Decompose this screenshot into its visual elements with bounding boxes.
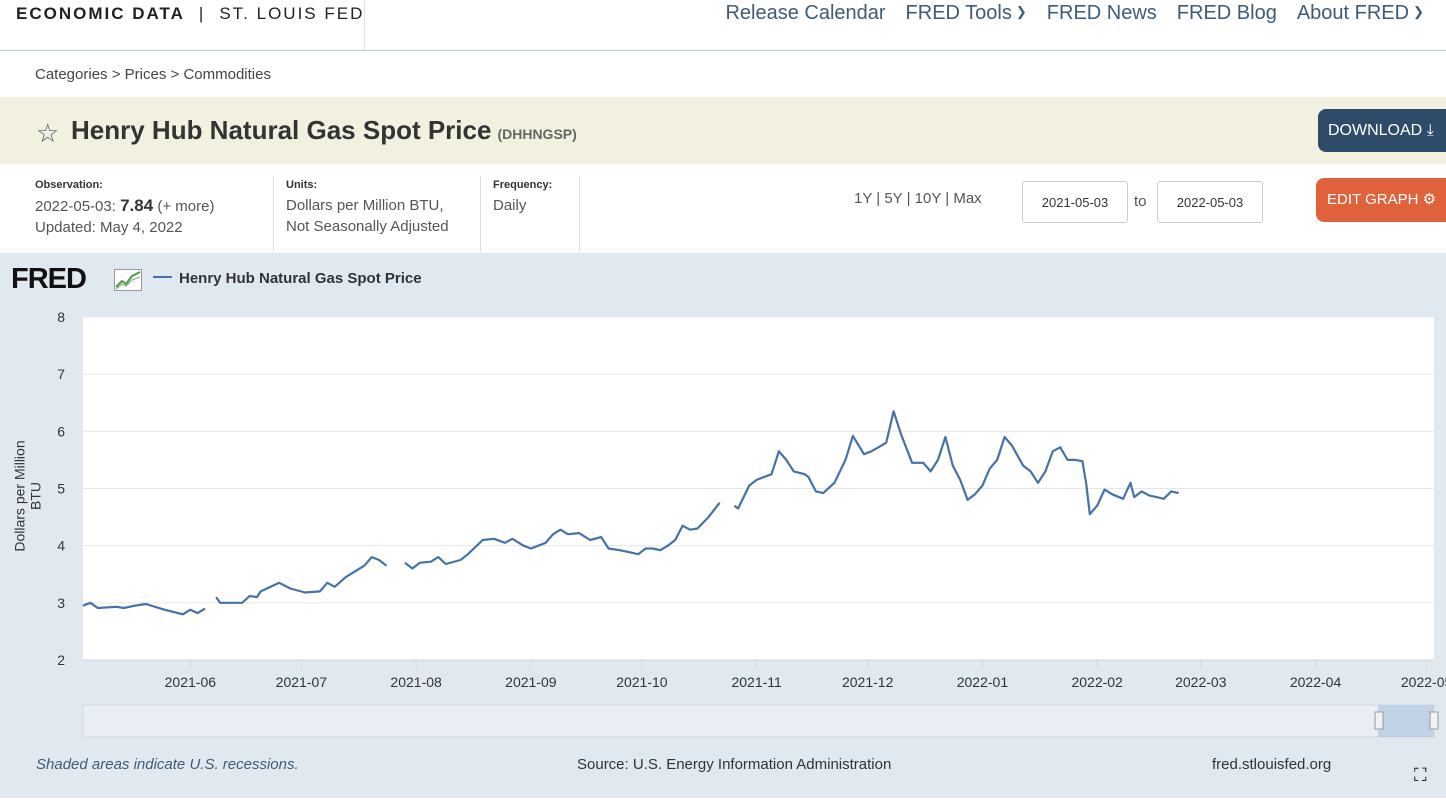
updated-date: Updated: May 4, 2022 (35, 219, 183, 236)
observation-value: 7.84 (120, 196, 154, 215)
gear-icon: ⚙ (1422, 191, 1437, 208)
y-tick-label: 7 (57, 366, 65, 382)
y-tick-label: 8 (57, 309, 65, 325)
observation-block: Observation: 2022-05-03: 7.84 (+ more) U… (35, 177, 214, 238)
nav-fred-tools[interactable]: FRED Tools ❯ (906, 2, 1027, 25)
breadcrumb: Categories > Prices > Commodities (35, 66, 271, 83)
range-separator: | (945, 190, 950, 207)
nav-fred-news[interactable]: FRED News (1046, 2, 1157, 24)
edit-graph-button[interactable]: EDIT GRAPH ⚙ (1316, 178, 1446, 222)
brand-economic-data: ECONOMIC DATA (16, 4, 185, 23)
to-label: to (1134, 193, 1147, 210)
download-icon: ⤓ (1426, 122, 1434, 139)
series-line-segment (215, 556, 388, 604)
x-tick-label: 2021-09 (505, 674, 557, 690)
breadcrumb-separator: > (111, 66, 121, 83)
download-label: DOWNLOAD (1328, 122, 1423, 139)
series-line-segment (82, 601, 206, 616)
units-label: Units: (286, 179, 318, 191)
frequency-label: Frequency: (493, 179, 553, 191)
range-10y[interactable]: 10Y (914, 190, 942, 207)
nav-fred-blog[interactable]: FRED Blog (1176, 2, 1277, 24)
y-tick-label: 3 (57, 595, 65, 611)
chevron-down-icon: ❯ (1015, 4, 1027, 19)
navigator-panel (82, 704, 1435, 738)
observation-label: Observation: (35, 179, 103, 191)
nav-release-calendar[interactable]: Release Calendar (725, 2, 886, 24)
y-tick-label: 6 (57, 423, 65, 439)
chevron-down-icon: ❯ (1413, 4, 1424, 19)
x-tick-label: 2021-06 (165, 674, 217, 690)
end-date-input[interactable]: 2022-05-03 (1157, 181, 1263, 223)
units-line2: Not Seasonally Adjusted (286, 218, 449, 235)
source-note: Source: U.S. Energy Information Administ… (577, 756, 892, 773)
star-icon[interactable]: ☆ (36, 118, 60, 148)
top-header: ECONOMIC DATA | ST. LOUIS FED Release Cale… (0, 0, 1446, 51)
line-chart[interactable]: 2 3 4 5 6 7 8 2021-06 2021-07 2021-08 2021-09 2021-… (0, 253, 1446, 753)
x-tick-label: 2021-11 (731, 674, 782, 690)
range-1y[interactable]: 1Y (854, 190, 873, 207)
x-tick-label: 2021-10 (616, 674, 668, 690)
y-axis-label: Dollars per Million BTU (11, 440, 44, 552)
x-tick-label: 2022-02 (1071, 674, 1123, 690)
range-max[interactable]: Max (953, 190, 982, 207)
bottom-strip (0, 798, 1446, 810)
chart-legend: Henry Hub Natural Gas Spot Price (153, 270, 422, 287)
range-separator: | (876, 190, 881, 207)
brand-st-louis-fed: ST. LOUIS FED (219, 4, 365, 23)
fred-chart-logo-icon (114, 269, 142, 291)
breadcrumb-commodities[interactable]: Commodities (183, 66, 271, 83)
navigator-handle-left (1374, 711, 1384, 730)
series-id: (DHHNGSP) (497, 126, 577, 142)
title-bar (0, 97, 1446, 164)
y-tick-label: 4 (57, 538, 65, 554)
x-tick-label: 2022-01 (957, 674, 1009, 690)
navigator-handle-right (1429, 711, 1439, 730)
units-block: Units: Dollars per Million BTU, Not Seas… (286, 177, 449, 237)
site-brand[interactable]: ECONOMIC DATA | ST. LOUIS FED (16, 4, 364, 24)
range-5y[interactable]: 5Y (884, 190, 903, 207)
start-date-input[interactable]: 2021-05-03 (1022, 181, 1128, 223)
nav-about-fred-label: About FRED (1296, 2, 1410, 24)
brand-separator: | (198, 4, 206, 23)
breadcrumb-separator: > (170, 66, 180, 83)
recession-note-link[interactable]: Shaded areas indicate U.S. recessions. (36, 756, 299, 773)
navigator-selection (1378, 705, 1434, 737)
legend-label: Henry Hub Natural Gas Spot Price (179, 270, 422, 287)
x-tick-label: 2021-08 (390, 674, 442, 690)
units-line1: Dollars per Million BTU, (286, 197, 444, 214)
meta-divider (480, 176, 481, 252)
x-tick-label: 2021-12 (842, 674, 894, 690)
fred-logo: FRED (11, 263, 87, 295)
series-line-segment (733, 410, 1179, 516)
fullscreen-icon[interactable]: ⛶ (1414, 765, 1427, 785)
series-line-segment (404, 502, 721, 570)
fred-url-link[interactable]: fred.stlouisfed.org (1212, 756, 1332, 773)
frequency-value: Daily (493, 197, 527, 214)
download-button[interactable]: DOWNLOAD ⤓ (1318, 109, 1446, 152)
frequency-block: Frequency: Daily (493, 177, 552, 216)
y-tick-label: 2 (57, 652, 65, 668)
page-title: Henry Hub Natural Gas Spot Price (DHHNGSP… (71, 115, 577, 146)
breadcrumb-categories[interactable]: Categories (35, 66, 108, 83)
meta-divider (579, 176, 580, 252)
edit-graph-label: EDIT GRAPH (1327, 191, 1419, 208)
range-selector: 1Y | 5Y | 10Y | Max (854, 190, 982, 207)
main-nav: Release Calendar FRED Tools ❯ FRED News F… (725, 2, 1424, 25)
breadcrumb-prices[interactable]: Prices (124, 66, 167, 83)
observation-date: 2022-05-03: (35, 198, 116, 215)
y-tick-label: 5 (57, 481, 65, 497)
nav-fred-tools-label: FRED Tools (905, 2, 1012, 24)
nav-about-fred[interactable]: About FRED ❯ (1297, 2, 1424, 25)
x-tick-label: 2021-07 (276, 674, 328, 690)
series-title: Henry Hub Natural Gas Spot Price (71, 115, 492, 145)
meta-divider (273, 176, 274, 252)
legend-line-swatch (153, 276, 172, 278)
observation-more-link[interactable]: (+ more) (157, 198, 215, 215)
x-tick-label: 2022-03 (1175, 674, 1227, 690)
x-tick-label: 2022-04 (1290, 674, 1342, 690)
range-separator: | (906, 190, 911, 207)
x-tick-label: 2022-05 (1401, 674, 1446, 690)
header-divider (364, 0, 365, 50)
